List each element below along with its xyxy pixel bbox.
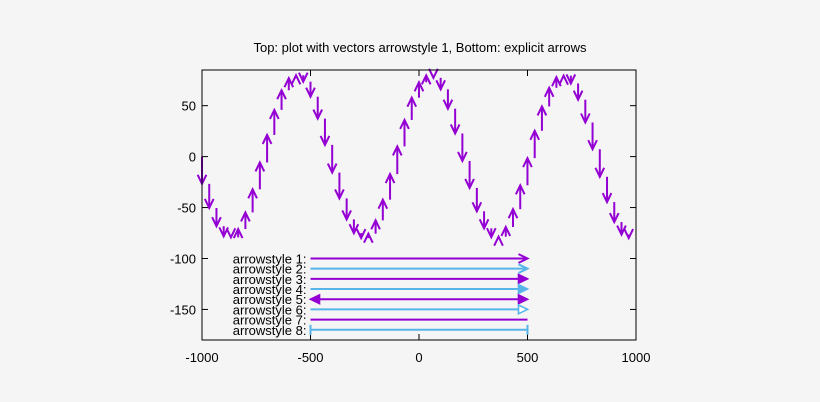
arrow-head: [565, 74, 577, 86]
arrow-head: [517, 303, 530, 316]
arrow-head: [377, 197, 389, 210]
arrow-head: [392, 144, 403, 156]
x-tick-label: 1000: [622, 350, 651, 365]
arrow-head: [623, 228, 634, 241]
y-tick-label: -100: [170, 251, 196, 266]
arrow-head: [334, 188, 345, 201]
arrow-head: [276, 87, 287, 100]
arrow-head: [580, 113, 591, 125]
arrow-head: [308, 293, 321, 305]
arrow-head: [471, 201, 483, 214]
arrow-head: [572, 90, 584, 103]
arrow-head: [326, 163, 338, 175]
arrow-label: arrowstyle 1:: [233, 251, 307, 266]
arrow-head: [529, 128, 540, 141]
y-tick-label: 50: [182, 99, 196, 114]
arrow-head: [543, 85, 555, 98]
x-tick-label: -1000: [185, 350, 218, 365]
arrow-head: [517, 283, 530, 295]
arrow-head: [517, 273, 530, 285]
arrow-head: [355, 228, 367, 241]
arrow-head: [261, 132, 273, 145]
arrow-head: [363, 231, 374, 244]
arrow-head: [457, 151, 468, 164]
arrow-head: [518, 263, 530, 274]
y-tick-label: 0: [189, 150, 196, 165]
x-tick-label: 0: [415, 350, 422, 365]
arrow-head: [312, 109, 323, 121]
arrow-head: [558, 73, 569, 86]
arrow-head: [203, 198, 215, 211]
arrow-head: [464, 178, 475, 191]
arrow-label: arrowstyle 5:: [233, 292, 307, 307]
arrow-label: arrowstyle 4:: [233, 282, 307, 297]
arrow-head: [399, 117, 410, 130]
arrow-head: [240, 210, 251, 222]
arrow-head: [232, 226, 244, 239]
arrow-head: [435, 79, 446, 92]
arrow-head: [348, 223, 360, 236]
arrow-head: [428, 68, 439, 81]
arrow-head: [247, 187, 258, 199]
arrow-head: [536, 104, 548, 116]
y-tick-label: -150: [170, 302, 196, 317]
plot-frame: [201, 69, 637, 341]
arrow-head: [517, 293, 530, 305]
arrow-head: [493, 234, 504, 247]
arrow-head: [319, 135, 331, 148]
arrow-head: [225, 227, 237, 240]
chart-title: Top: plot with vectors arrowstyle 1, Bot…: [253, 40, 587, 55]
arrow-head: [486, 227, 497, 240]
arrow-head: [341, 209, 352, 222]
arrow-head: [609, 212, 620, 225]
arrow-head: [211, 216, 222, 229]
arrow-head: [522, 155, 533, 168]
arrow-head: [442, 99, 454, 111]
arrow-head: [500, 224, 512, 237]
arrow-head: [413, 79, 425, 92]
arrow-head: [420, 73, 432, 85]
arrow-head: [449, 124, 461, 136]
arrow-label: arrowstyle 3:: [233, 272, 307, 287]
arrow-head: [587, 139, 598, 152]
arrow-label: arrowstyle 6:: [233, 302, 307, 317]
arrow-head: [384, 171, 396, 184]
arrow-head: [298, 72, 309, 84]
arrow-label: arrowstyle 8:: [233, 323, 307, 338]
x-axis: -1000 -500 0 500 1000: [185, 70, 650, 365]
arrow-head: [594, 167, 606, 180]
arrow-head: [507, 206, 519, 219]
arrow-head: [601, 192, 613, 205]
arrow-label: arrowstyle 7:: [233, 313, 307, 328]
arrow-head: [406, 95, 417, 108]
y-axis: 50 0 -50 -100 -150: [170, 99, 636, 317]
arrow-head: [305, 87, 316, 99]
x-tick-label: 500: [517, 350, 539, 365]
arrow-head: [616, 225, 627, 237]
arrow-head: [514, 182, 526, 195]
vector-series: [196, 68, 634, 247]
arrow-head: [290, 72, 302, 85]
arrow-head: [269, 107, 280, 120]
arrow-label: arrowstyle 2:: [233, 262, 307, 277]
y-tick-label: -50: [177, 201, 196, 216]
arrow-head: [478, 218, 490, 231]
legend-arrows: arrowstyle 1:arrowstyle 2:arrowstyle 3:a…: [233, 251, 530, 338]
x-tick-label: -500: [297, 350, 323, 365]
arrow-head: [518, 253, 530, 264]
arrow-head: [254, 160, 266, 172]
arrow-head: [370, 218, 381, 230]
